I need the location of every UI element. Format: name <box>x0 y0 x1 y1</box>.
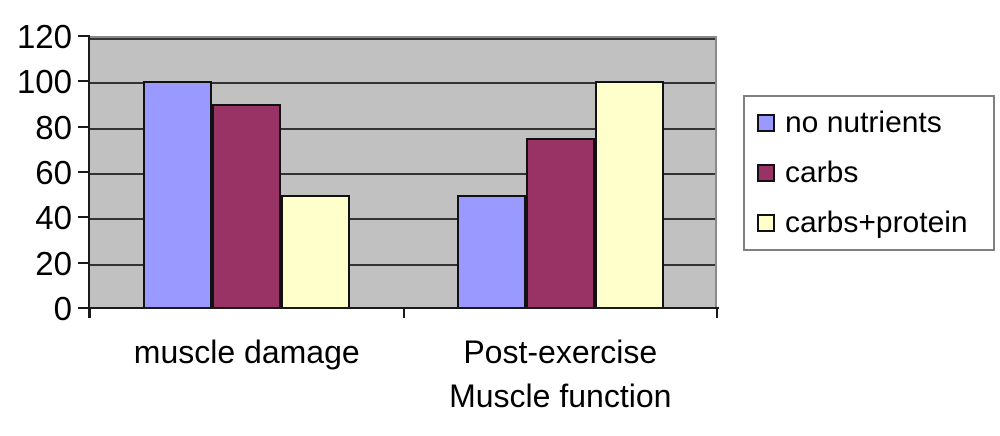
category-label: Post-exercise Muscle function <box>400 330 720 418</box>
y-tick-label: 40 <box>35 199 72 237</box>
category-label-line: muscle damage <box>133 334 360 370</box>
legend-item: no nutrients <box>757 106 993 140</box>
y-tick-label: 60 <box>35 154 72 191</box>
y-tick-mark <box>78 125 90 128</box>
bar-carbs-cat0 <box>212 104 282 308</box>
y-tick-mark <box>78 171 90 173</box>
legend-item: carbs <box>757 156 993 190</box>
category-label-line: Post-exercise <box>463 334 658 370</box>
y-tick-mark <box>78 307 90 309</box>
legend-swatch-icon <box>757 114 775 132</box>
bar-no-nutrients-cat0 <box>143 81 213 308</box>
gridline <box>90 38 715 40</box>
y-tick-mark <box>78 80 90 83</box>
bar-no-nutrients-cat1 <box>456 194 526 308</box>
x-tick-mark <box>89 308 91 318</box>
legend-label: no nutrients <box>785 106 942 139</box>
y-tick-label: 20 <box>35 244 72 282</box>
y-tick-label: 120 <box>16 18 72 55</box>
gridline <box>90 173 715 175</box>
gridline <box>90 263 715 266</box>
y-tick-label: 100 <box>16 63 72 101</box>
bar-carbs-protein-cat1 <box>594 81 664 308</box>
y-tick-mark <box>78 216 90 219</box>
legend-swatch-icon <box>757 164 775 182</box>
legend: no nutrients carbs carbs+protein <box>743 95 995 251</box>
legend-item: carbs+protein <box>757 206 993 240</box>
x-tick-mark <box>402 308 405 318</box>
y-tick-mark <box>78 35 90 37</box>
x-axis-line <box>80 307 719 309</box>
gridline <box>90 218 715 221</box>
legend-label: carbs <box>785 156 859 189</box>
gridline <box>90 127 715 130</box>
bar-carbs-cat1 <box>525 138 595 308</box>
y-tick-mark <box>78 261 90 264</box>
plot-area <box>90 36 717 308</box>
x-tick-mark <box>716 308 718 318</box>
bar-carbs-protein-cat0 <box>281 194 351 308</box>
legend-swatch-icon <box>757 214 775 232</box>
gridline <box>90 82 715 85</box>
y-tick-label: 80 <box>35 108 72 146</box>
y-axis-line <box>88 36 90 318</box>
category-label-line: Muscle function <box>449 378 672 414</box>
y-tick-label: 0 <box>53 290 72 327</box>
category-label: muscle damage <box>87 330 407 374</box>
legend-label: carbs+protein <box>785 206 968 239</box>
